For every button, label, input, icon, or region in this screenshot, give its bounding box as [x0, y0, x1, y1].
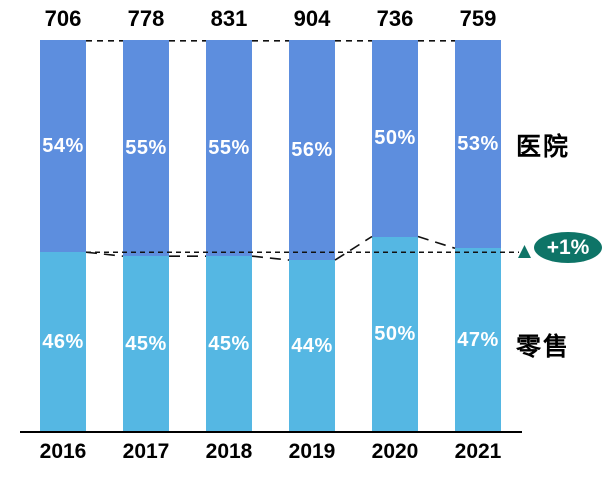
bar-total-value: 831 [210, 6, 248, 31]
category-label-2019: 2019 [288, 440, 336, 463]
bar-segment-2016-top: 54% [40, 40, 86, 253]
segment-percent-label: 55% [208, 136, 250, 159]
boundary-connector-dash [251, 255, 290, 261]
segment-percent-label: 46% [42, 331, 84, 354]
segment-percent-label: 55% [125, 136, 167, 159]
bar-total-value: 778 [127, 6, 165, 31]
bar-total-value: 706 [44, 6, 82, 31]
bar-segment-2020-bottom: 50% [372, 236, 418, 433]
segment-percent-label: 45% [208, 333, 250, 356]
segment-percent-label: 44% [291, 335, 333, 358]
category-label-2018: 2018 [205, 440, 253, 463]
segment-percent-label: 56% [291, 138, 333, 161]
segment-percent-label: 54% [42, 134, 84, 157]
triangle-up-marker [518, 245, 531, 258]
bar-total-value: 904 [293, 6, 331, 31]
bar-segment-2019-top: 56% [289, 40, 335, 261]
boundary-connector-dash [334, 235, 373, 261]
segment-percent-label: 50% [374, 126, 416, 149]
boundary-connector-dash [417, 235, 456, 250]
segment-percent-label: 50% [374, 323, 416, 346]
bar-segment-2019-bottom: 44% [289, 260, 335, 433]
bar-total-value: 736 [376, 6, 414, 31]
segment-percent-label: 53% [457, 132, 499, 155]
bar-segment-2020-top: 50% [372, 40, 418, 237]
series-label-retail: 零售 [516, 333, 571, 361]
bar-segment-2018-bottom: 45% [206, 256, 252, 433]
segment-percent-label: 47% [457, 329, 499, 352]
boundary-connector-dash [85, 251, 124, 257]
segment-percent-label: 45% [125, 333, 167, 356]
bar-segment-2018-top: 55% [206, 40, 252, 257]
bar-segment-2021-bottom: 47% [455, 248, 501, 433]
category-label-2020: 2020 [371, 440, 419, 463]
bar-segment-2021-top: 53% [455, 40, 501, 249]
bar-segment-2017-bottom: 45% [123, 256, 169, 433]
change-badge: +1% [534, 232, 602, 263]
series-label-hospital: 医院 [516, 133, 571, 161]
category-label-2021: 2021 [454, 440, 502, 463]
category-label-2017: 2017 [122, 440, 170, 463]
bar-segment-2017-top: 55% [123, 40, 169, 257]
bar-total-value: 759 [459, 6, 497, 31]
category-label-2016: 2016 [39, 440, 87, 463]
x-axis-line [20, 431, 522, 433]
bar-segment-2016-bottom: 46% [40, 252, 86, 433]
